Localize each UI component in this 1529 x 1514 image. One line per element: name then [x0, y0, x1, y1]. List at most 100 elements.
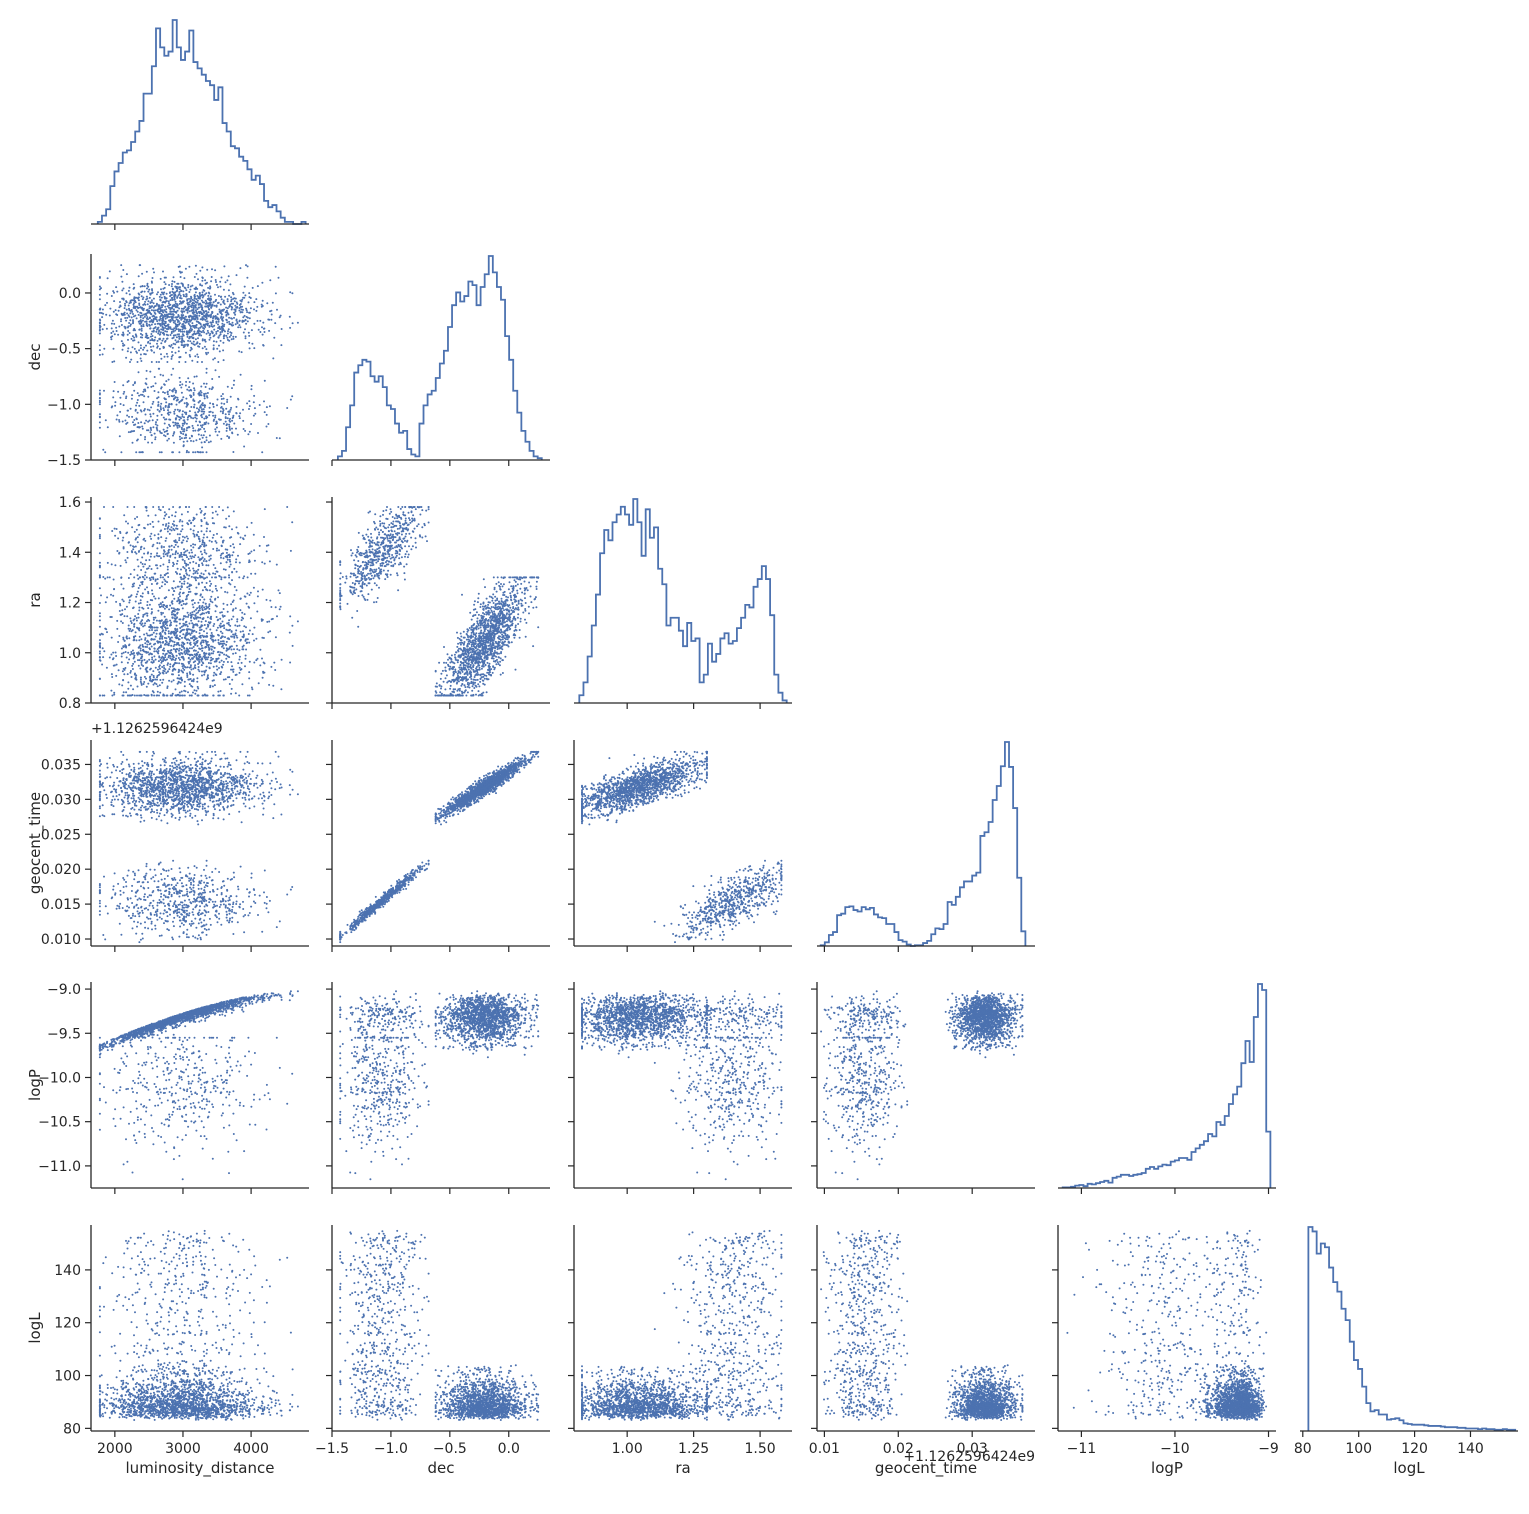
scatter-point	[136, 695, 138, 697]
scatter-point	[254, 407, 256, 409]
scatter-point	[179, 638, 181, 640]
scatter-point	[200, 390, 202, 392]
scatter-point	[171, 529, 173, 531]
scatter-point	[175, 636, 177, 638]
scatter-point	[214, 305, 216, 307]
scatter-point	[160, 294, 162, 296]
scatter-point	[510, 585, 512, 587]
scatter-point	[202, 327, 204, 329]
scatter-point	[191, 695, 193, 697]
scatter-point	[153, 650, 155, 652]
scatter-point	[218, 302, 220, 304]
scatter-point	[185, 398, 187, 400]
scatter-point	[254, 573, 256, 575]
scatter-point	[152, 506, 154, 508]
scatter-point	[226, 337, 228, 339]
scatter-point	[107, 576, 109, 578]
scatter-point	[209, 685, 211, 687]
scatter-point	[245, 626, 247, 628]
scatter-point	[160, 659, 162, 661]
scatter-point	[203, 537, 205, 539]
scatter-point	[201, 621, 203, 623]
scatter-point	[137, 613, 139, 615]
scatter-point	[193, 617, 195, 619]
scatter-point	[178, 361, 180, 363]
scatter-point	[189, 562, 191, 564]
scatter-point	[144, 291, 146, 293]
scatter-point	[150, 533, 152, 535]
scatter-point	[185, 569, 187, 571]
scatter-point	[113, 360, 115, 362]
scatter-point	[182, 433, 184, 435]
scatter-point	[167, 553, 169, 555]
scatter-point	[190, 528, 192, 530]
scatter-point	[195, 623, 197, 625]
scatter-point	[207, 330, 209, 332]
scatter-point	[171, 337, 173, 339]
scatter-point	[262, 334, 264, 336]
scatter-point	[118, 326, 120, 328]
scatter-point	[193, 525, 195, 527]
scatter-point	[213, 344, 215, 346]
scatter-point	[99, 421, 101, 423]
scatter-point	[156, 695, 158, 697]
scatter-point	[137, 392, 139, 394]
scatter-point	[141, 273, 143, 275]
scatter-point	[210, 618, 212, 620]
scatter-point	[134, 635, 136, 637]
scatter-point	[160, 557, 162, 559]
scatter-point	[199, 627, 201, 629]
scatter-point	[102, 353, 104, 355]
scatter-point	[262, 671, 264, 673]
scatter-point	[162, 679, 164, 681]
scatter-point	[173, 413, 175, 415]
scatter-point	[219, 575, 221, 577]
scatter-point	[102, 647, 104, 649]
scatter-point	[131, 416, 133, 418]
scatter-point	[146, 288, 148, 290]
scatter-point	[181, 691, 183, 693]
scatter-point	[128, 431, 130, 433]
scatter-point	[166, 353, 168, 355]
scatter-point	[270, 310, 272, 312]
scatter-point	[119, 610, 121, 612]
scatter-point	[189, 310, 191, 312]
scatter-point	[187, 582, 189, 584]
scatter-point	[208, 644, 210, 646]
scatter-point	[219, 625, 221, 627]
scatter-point	[226, 592, 228, 594]
scatter-point	[171, 297, 173, 299]
scatter-point	[209, 334, 211, 336]
scatter-point	[206, 589, 208, 591]
scatter-point	[471, 646, 473, 648]
scatter-point	[138, 603, 140, 605]
scatter-point	[157, 340, 159, 342]
scatter-point	[262, 677, 264, 679]
scatter-point	[110, 338, 112, 340]
scatter-point	[187, 286, 189, 288]
scatter-point	[208, 647, 210, 649]
scatter-point	[163, 665, 165, 667]
scatter-point	[156, 679, 158, 681]
scatter-point	[159, 338, 161, 340]
scatter-point	[172, 617, 174, 619]
scatter-point	[177, 340, 179, 342]
scatter-point	[146, 271, 148, 273]
scatter-point	[160, 328, 162, 330]
scatter-point	[184, 537, 186, 539]
scatter-point	[408, 554, 410, 556]
scatter-point	[184, 325, 186, 327]
scatter-point	[189, 381, 191, 383]
scatter-point	[217, 399, 219, 401]
scatter-point	[222, 342, 224, 344]
scatter-point	[113, 692, 115, 694]
scatter-point	[124, 305, 126, 307]
scatter-points-ra-vs-luminosity_distance	[99, 506, 299, 697]
scatter-point	[203, 545, 205, 547]
scatter-point	[188, 591, 190, 593]
scatter-point	[122, 679, 124, 681]
scatter-point	[171, 601, 173, 603]
scatter-point	[220, 631, 222, 633]
scatter-point	[253, 323, 255, 325]
scatter-point	[245, 337, 247, 339]
